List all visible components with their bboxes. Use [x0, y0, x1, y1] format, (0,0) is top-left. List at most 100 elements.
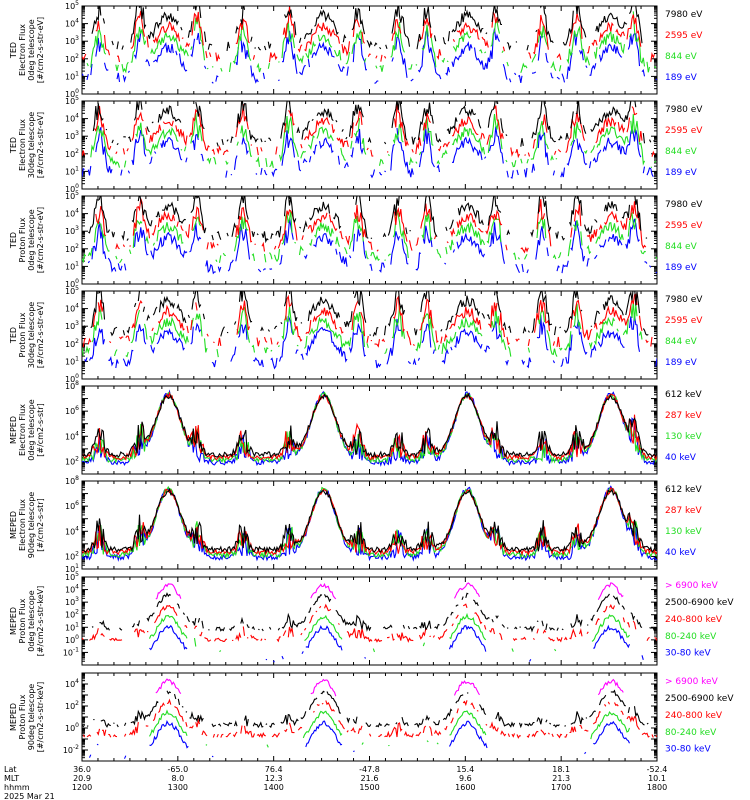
y-tick-label: 100 — [65, 634, 79, 645]
x-tick-label-mlt: 8.0 — [171, 774, 184, 783]
y-tick-label: 103 — [65, 35, 79, 46]
panel-frame — [81, 576, 658, 666]
y-tick-exponent: 0 — [75, 278, 79, 285]
y-tick-exponent: 4 — [75, 208, 79, 215]
y-tick-label: 104 — [65, 678, 79, 689]
y-tick-label: 104 — [65, 113, 79, 124]
series-trace-287-kev — [82, 391, 657, 462]
y-axis-label: [#/cm2-s-str-eV] — [36, 302, 45, 368]
y-tick-label: 101 — [65, 621, 79, 632]
y-tick-exponent: 4 — [75, 584, 79, 591]
y-tick-label: 10-2 — [63, 744, 79, 755]
legend-entry: 189 eV — [665, 168, 698, 178]
y-tick-label: 101 — [65, 563, 79, 574]
y-tick-exponent: 3 — [75, 130, 79, 137]
x-tick-label-hhmm: 1600 — [455, 783, 475, 792]
legend-entry: 30-80 keV — [665, 649, 711, 659]
y-tick-label: 104 — [65, 303, 79, 314]
legend-entry: 189 eV — [665, 73, 698, 83]
y-tick-exponent: 8 — [75, 475, 79, 482]
y-tick-label: 105 — [65, 95, 79, 106]
y-axis-label: 30deg telescope — [27, 302, 36, 369]
series-trace-189-ev — [82, 27, 657, 84]
y-axis-label: [#/cm2-s-str-eV] — [36, 112, 45, 178]
y-tick-exponent: 2 — [75, 148, 79, 155]
legend-entry: > 6900 keV — [665, 581, 719, 591]
y-tick-exponent: 4 — [75, 678, 79, 685]
legend-entry: 2595 eV — [665, 221, 703, 231]
y-axis-label: Proton Flux — [18, 217, 27, 262]
y-axis-label: [#/cm2-s-str-eV] — [36, 207, 45, 273]
x-tick-label-lat: 15.4 — [456, 765, 474, 774]
y-axis-label: 30deg telescope — [27, 112, 36, 179]
y-axis-label: Proton Flux — [18, 694, 27, 739]
series-trace-80-240-kev — [150, 711, 656, 748]
series-trace-2500-6900-kev — [82, 592, 657, 633]
y-tick-label: 101 — [65, 355, 79, 366]
y-axis-label: Electron Flux — [18, 404, 27, 456]
y-tick-label: 105 — [65, 285, 79, 296]
y-axis-label: TED — [9, 42, 18, 59]
x-tick-label-lat: 18.1 — [552, 765, 570, 774]
y-tick-exponent: 2 — [75, 700, 79, 707]
y-tick-exponent: 2 — [75, 455, 79, 462]
y-tick-label: 102 — [65, 700, 79, 711]
y-tick-exponent: 6 — [75, 500, 79, 507]
trace-group — [82, 101, 657, 179]
y-tick-exponent: 1 — [75, 355, 79, 362]
y-tick-exponent: 4 — [75, 525, 79, 532]
legend-entry: 189 eV — [665, 263, 698, 273]
x-tick-label-mlt: 21.6 — [361, 774, 379, 783]
legend-entry: 844 eV — [665, 242, 698, 252]
y-tick-exponent: 4 — [75, 18, 79, 25]
legend-entry: 844 eV — [665, 52, 698, 62]
panel-6: 101 102 104 106 108 MEPED Electron Flux 90deg t… — [9, 475, 702, 574]
x-row-label: Lat — [4, 765, 17, 774]
legend-entry: 844 eV — [665, 147, 698, 157]
y-tick-exponent: 2 — [75, 550, 79, 557]
y-tick-exponent: 5 — [75, 285, 79, 292]
y-tick-exponent: 1 — [75, 563, 79, 570]
panel-5: 102 104 106 108 MEPED Electron Flux 0deg teles… — [9, 380, 702, 475]
series-trace-844-ev — [86, 11, 657, 74]
y-axis-label: 90deg telescope — [27, 684, 36, 751]
y-tick-label: 104 — [65, 18, 79, 29]
y-tick-exponent: 2 — [75, 53, 79, 60]
y-axis-label: MEPED — [9, 607, 18, 635]
series-trace-287-kev — [82, 486, 657, 556]
y-tick-exponent: -1 — [73, 646, 79, 653]
y-tick-exponent: 5 — [75, 95, 79, 102]
y-tick-label: 102 — [65, 550, 79, 561]
series-trace-844-ev — [82, 210, 657, 264]
y-tick-label: 101 — [65, 260, 79, 271]
trace-group — [82, 678, 657, 759]
y-tick-label: 104 — [65, 525, 79, 536]
trace-group — [82, 582, 657, 662]
y-tick-exponent: 4 — [75, 430, 79, 437]
trace-group — [82, 286, 657, 370]
y-tick-exponent: 1 — [75, 165, 79, 172]
y-tick-label: 101 — [65, 165, 79, 176]
legend-entry: 844 eV — [665, 337, 698, 347]
y-tick-label: 100 — [65, 722, 79, 733]
y-axis-label: [#/cm2-s-str-eV] — [36, 17, 45, 83]
series-trace--6900-kev — [155, 582, 624, 600]
y-tick-label: 104 — [65, 208, 79, 219]
legend-entry: 7980 eV — [665, 295, 703, 305]
y-tick-exponent: 3 — [75, 225, 79, 232]
legend-entry: 130 keV — [665, 432, 702, 442]
y-tick-label: 105 — [65, 190, 79, 201]
legend-entry: 40 keV — [665, 453, 697, 463]
y-axis-label: 0deg telescope — [27, 19, 36, 80]
x-tick-label-mlt: 21.3 — [552, 774, 570, 783]
y-tick-exponent: 2 — [75, 609, 79, 616]
y-tick-exponent: 1 — [75, 70, 79, 77]
panel-8: 10-2 100 102 104 MEPED Proton Flux 90deg teles… — [9, 672, 734, 762]
y-tick-exponent: 0 — [75, 88, 79, 95]
y-tick-label: 102 — [65, 53, 79, 64]
x-tick-label-lat: -47.8 — [359, 765, 380, 774]
date-label: 2025 Mar 21 — [4, 792, 55, 800]
x-row-label: MLT — [4, 774, 19, 783]
x-tick-label-mlt: 10.1 — [648, 774, 666, 783]
